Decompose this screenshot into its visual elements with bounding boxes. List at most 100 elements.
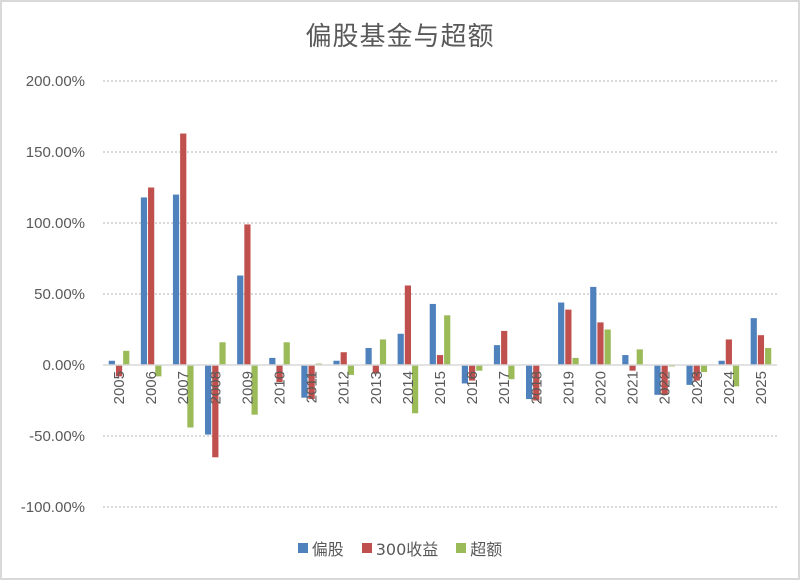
bar[interactable] — [276, 365, 283, 383]
bar[interactable] — [590, 286, 597, 365]
bar[interactable] — [493, 345, 501, 365]
bar[interactable] — [444, 315, 451, 365]
bar[interactable] — [115, 365, 123, 377]
bar[interactable] — [757, 335, 765, 365]
y-tick-label: -50.00% — [29, 428, 85, 445]
bar[interactable] — [654, 365, 661, 395]
x-tick-label: 2021 — [625, 371, 642, 404]
legend-label: 偏股 — [311, 540, 344, 559]
bar[interactable] — [501, 330, 508, 365]
bar[interactable] — [237, 275, 244, 365]
bar-series — [108, 133, 772, 458]
bar[interactable] — [461, 365, 468, 384]
y-axis-labels: 200.00% 150.00% 100.00% 50.00% 0.00% -50.00% -… — [21, 73, 85, 516]
legend-item-csi300-return[interactable]: 300收益 — [361, 536, 439, 560]
bar[interactable] — [365, 347, 372, 365]
bar[interactable] — [340, 352, 347, 365]
x-tick-label: 2016 — [464, 371, 481, 404]
bar[interactable] — [108, 360, 115, 365]
legend-label: 300收益 — [375, 540, 439, 559]
x-tick-label: 2010 — [272, 371, 289, 404]
legend: 偏股 300收益 超额 — [0, 536, 800, 560]
x-tick-label: 2020 — [592, 371, 609, 404]
y-tick-label: 150.00% — [26, 144, 85, 161]
bar[interactable] — [148, 187, 155, 366]
x-axis-labels: 2005 2006 2007 2008 2009 2010 2011 2012 2013 2014… — [111, 371, 770, 404]
legend-swatch-blue-icon — [297, 543, 308, 553]
bar[interactable] — [412, 365, 419, 414]
x-tick-label: 2019 — [560, 371, 577, 404]
x-tick-label: 2018 — [528, 371, 545, 404]
legend-label: 超额 — [470, 540, 503, 559]
legend-item-equity-fund[interactable]: 偏股 — [297, 536, 344, 560]
bar[interactable] — [604, 329, 611, 366]
bar[interactable] — [123, 350, 130, 365]
x-tick-label: 2022 — [657, 371, 674, 404]
bar[interactable] — [212, 365, 219, 458]
y-tick-label: 50.00% — [34, 286, 85, 303]
bar[interactable] — [205, 365, 212, 435]
legend-swatch-green-icon — [456, 543, 467, 553]
bar[interactable] — [750, 318, 757, 365]
x-tick-label: 2013 — [368, 371, 385, 404]
bar[interactable] — [693, 365, 700, 381]
bar[interactable] — [429, 303, 436, 365]
bar[interactable] — [172, 194, 180, 365]
bar[interactable] — [397, 333, 404, 365]
legend-swatch-red-icon — [361, 543, 372, 553]
bar[interactable] — [765, 347, 772, 365]
bar[interactable] — [333, 360, 340, 365]
bar[interactable] — [558, 302, 565, 365]
bar[interactable] — [629, 365, 636, 371]
x-tick-label: 2024 — [721, 371, 738, 404]
bar[interactable] — [572, 357, 579, 365]
y-tick-label: 0.00% — [42, 357, 85, 374]
bar[interactable] — [468, 365, 476, 381]
x-tick-label: 2007 — [175, 371, 192, 404]
x-tick-label: 2015 — [432, 371, 449, 404]
bar[interactable] — [622, 355, 629, 365]
bar[interactable] — [525, 365, 533, 400]
gridlines — [103, 80, 777, 508]
x-tick-label: 2017 — [496, 371, 513, 404]
bar[interactable] — [372, 365, 379, 374]
bar[interactable] — [732, 365, 740, 387]
y-tick-label: -100.00% — [21, 499, 85, 516]
bar[interactable] — [476, 365, 483, 371]
bar[interactable] — [155, 365, 162, 377]
bar[interactable] — [718, 360, 725, 365]
bar[interactable] — [508, 365, 515, 380]
bar[interactable] — [533, 365, 540, 401]
bar[interactable] — [269, 357, 276, 365]
x-tick-label: 2012 — [336, 371, 353, 404]
bar[interactable] — [251, 365, 258, 415]
bar[interactable] — [244, 224, 251, 365]
x-tick-label: 2006 — [143, 371, 160, 404]
bar[interactable] — [347, 365, 355, 375]
y-tick-label: 200.00% — [26, 73, 85, 90]
bar[interactable] — [379, 339, 387, 365]
bar[interactable] — [565, 309, 572, 365]
bar[interactable] — [636, 349, 643, 365]
chart-title: 偏股基金与超额 — [305, 22, 495, 52]
x-tick-label: 2025 — [753, 371, 770, 404]
bar[interactable] — [180, 133, 187, 365]
x-tick-label: 2009 — [239, 371, 256, 404]
bar[interactable] — [301, 365, 308, 398]
bar[interactable] — [686, 365, 693, 385]
bar[interactable] — [661, 365, 668, 395]
bar[interactable] — [283, 342, 290, 365]
legend-item-excess-return[interactable]: 超额 — [456, 536, 502, 560]
bar[interactable] — [404, 285, 412, 365]
x-tick-label: 2023 — [689, 371, 706, 404]
bar[interactable] — [187, 365, 194, 428]
x-tick-label: 2014 — [400, 371, 417, 404]
bar[interactable] — [597, 322, 604, 365]
bar[interactable] — [140, 197, 148, 365]
bar[interactable] — [219, 342, 226, 365]
bar[interactable] — [725, 339, 732, 365]
bar[interactable] — [308, 365, 315, 400]
bar[interactable] — [436, 355, 444, 365]
bar[interactable] — [700, 365, 708, 373]
